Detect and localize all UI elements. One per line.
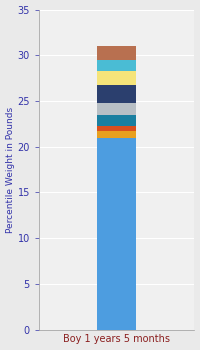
Bar — [97, 115, 136, 126]
Bar — [97, 71, 136, 85]
Bar — [97, 46, 136, 60]
Bar — [97, 60, 136, 71]
Bar — [97, 126, 136, 131]
Y-axis label: Percentile Weight in Pounds: Percentile Weight in Pounds — [6, 106, 15, 233]
Bar — [97, 131, 136, 138]
Bar — [97, 85, 136, 103]
Bar — [97, 138, 136, 330]
Bar — [97, 103, 136, 115]
